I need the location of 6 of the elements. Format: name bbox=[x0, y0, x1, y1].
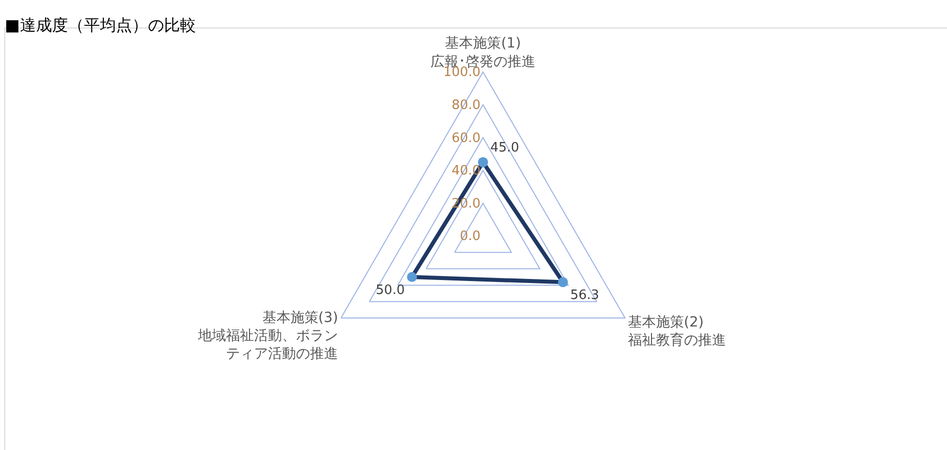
spoke-label: 基本施策(3) 地域福祉活動、ボランティア活動の推進 bbox=[197, 310, 338, 362]
data-label: 56.3 bbox=[570, 288, 600, 304]
data-label: 50.0 bbox=[376, 283, 405, 298]
spoke-label: 基本施策(2) 福祉教育の推進 bbox=[628, 314, 726, 349]
data-label: 45.0 bbox=[490, 140, 520, 156]
chart-title: ■達成度（平均点）の比較 bbox=[4, 15, 196, 34]
